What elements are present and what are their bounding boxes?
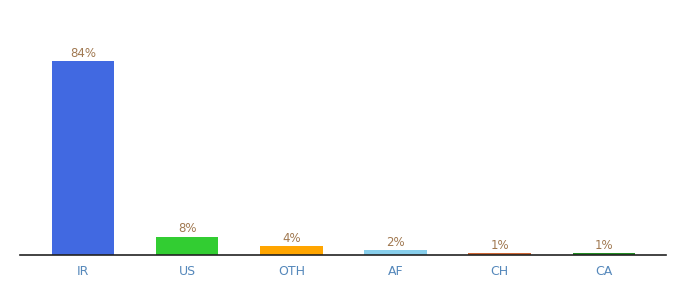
- Bar: [156, 237, 218, 255]
- Text: 4%: 4%: [282, 232, 301, 244]
- Text: 84%: 84%: [70, 47, 96, 60]
- Text: 8%: 8%: [178, 222, 197, 236]
- Text: 1%: 1%: [490, 238, 509, 251]
- Bar: [573, 253, 635, 255]
- Text: 1%: 1%: [594, 238, 613, 251]
- Bar: [364, 250, 427, 255]
- Bar: [52, 61, 114, 255]
- Bar: [469, 253, 531, 255]
- Text: 2%: 2%: [386, 236, 405, 249]
- Bar: [260, 246, 322, 255]
